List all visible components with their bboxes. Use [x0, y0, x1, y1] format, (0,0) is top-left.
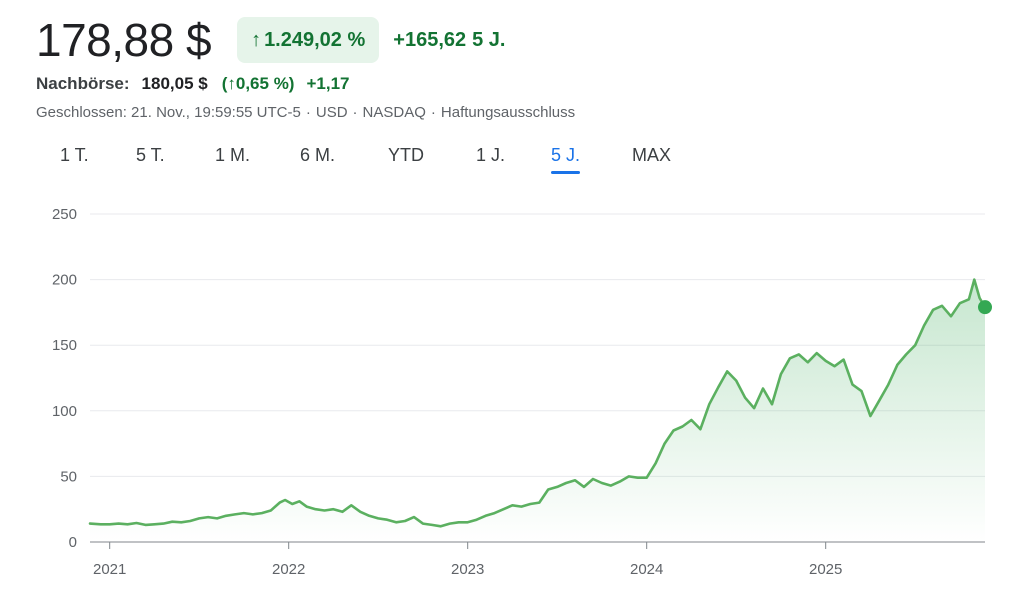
y-tick-label: 200 — [52, 272, 77, 289]
market-status-row: Geschlossen: 21. Nov., 19:59:55 UTC-5 · US… — [36, 104, 576, 121]
tab-label: 1 J. — [476, 145, 506, 165]
after-hours-percent: (↑0,65 %) — [221, 74, 295, 93]
active-tab-indicator — [551, 171, 581, 174]
percent-change-badge: ↑ 1.249,02 % — [237, 17, 380, 63]
x-tick-label: 2025 — [809, 561, 842, 578]
arrow-up-icon: ↑ — [251, 28, 262, 51]
x-tick-label: 2022 — [272, 561, 305, 578]
tab-1-year[interactable]: 1 J. — [476, 138, 505, 172]
price-line — [88, 278, 987, 528]
tab-1-day[interactable]: 1 T. — [60, 138, 89, 172]
change-period: 5 J. — [472, 28, 506, 51]
currency: USD — [315, 104, 348, 121]
percent-change-value: 1.249,02 % — [264, 28, 366, 51]
y-tick-label: 150 — [52, 337, 77, 354]
disclaimer-link[interactable]: Haftungsausschluss — [440, 104, 576, 121]
after-hours-price: 180,05 $ — [141, 74, 208, 93]
x-tick-label: 2024 — [630, 561, 663, 578]
exchange: NASDAQ — [362, 104, 426, 121]
after-hours-label: Nachbörse: — [36, 74, 130, 93]
tab-label: 6 M. — [300, 145, 336, 165]
y-tick-label: 50 — [60, 468, 77, 485]
y-tick-label: 100 — [52, 403, 77, 420]
tab-5-years[interactable]: 5 J. — [551, 138, 581, 174]
tab-label: MAX — [632, 145, 672, 165]
range-tabs: 1 T. 5 T. 1 M. 6 M. YTD 1 J. 5 J. MAX — [36, 138, 736, 178]
x-tick-label: 2021 — [93, 561, 126, 578]
price-header: 178,88 $ ↑ 1.249,02 % +165,62 5 J. — [36, 8, 505, 72]
absolute-change: +165,62 5 J. — [393, 29, 505, 52]
tab-label: 1 T. — [60, 145, 89, 165]
tab-label: 5 T. — [136, 145, 165, 165]
x-tick-label: 2023 — [451, 561, 484, 578]
tab-max[interactable]: MAX — [632, 138, 671, 172]
tab-label: 1 M. — [215, 145, 251, 165]
after-hours-row: Nachbörse: 180,05 $ (↑0,65 %) +1,17 — [36, 74, 349, 94]
tab-ytd[interactable]: YTD — [388, 138, 424, 172]
latest-price-dot[interactable] — [978, 300, 992, 315]
after-hours-abs: +1,17 — [306, 74, 350, 93]
tab-1-month[interactable]: 1 M. — [215, 138, 250, 172]
closed-timestamp: Geschlossen: 21. Nov., 19:59:55 UTC-5 — [36, 104, 301, 121]
y-tick-label: 0 — [69, 534, 77, 551]
price-area-fill — [90, 279, 985, 542]
tab-label: 5 J. — [551, 145, 581, 165]
current-price: 178,88 $ — [36, 14, 212, 66]
y-tick-label: 250 — [52, 206, 77, 223]
tab-5-days[interactable]: 5 T. — [136, 138, 165, 172]
price-chart[interactable]: 0 50 100 150 200 250 2021 2022 2023 2024 2025 — [0, 190, 1024, 605]
tab-6-months[interactable]: 6 M. — [300, 138, 335, 172]
absolute-change-value: +165,62 — [393, 28, 467, 51]
tab-label: YTD — [388, 145, 424, 165]
